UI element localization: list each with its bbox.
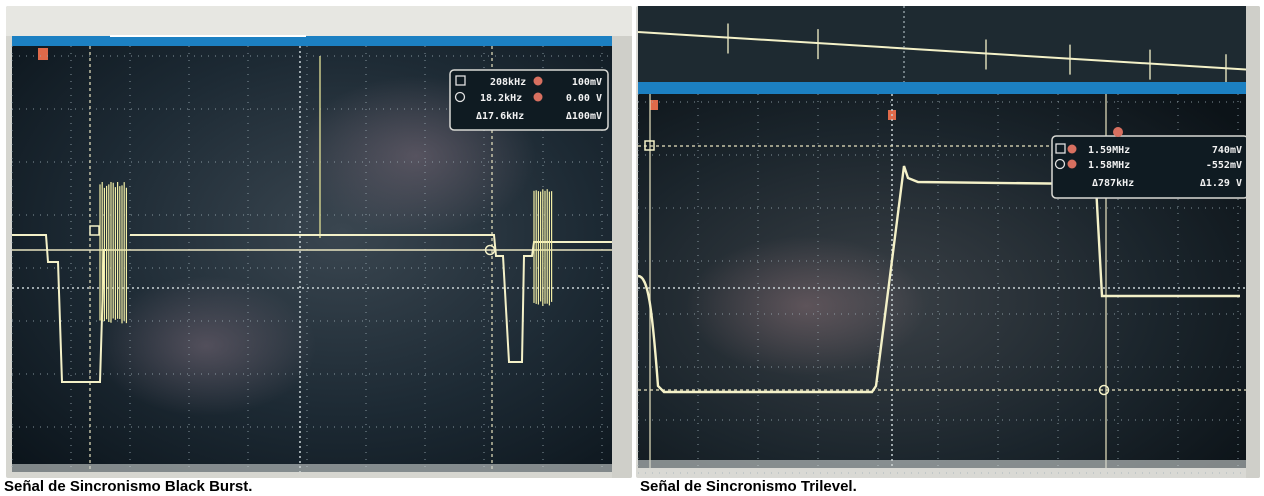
readout-volt-a: 100mV	[572, 77, 602, 88]
color-burst-a	[100, 182, 126, 323]
channel-marker-icon	[38, 48, 48, 60]
ch1-icon	[1068, 160, 1077, 169]
photo-black-burst: 208kHz 100mV 18.2kHz 0.00 V Δ17.6kHz Δ10…	[6, 6, 632, 478]
readout-freq-delta: Δ787kHz	[1092, 178, 1134, 189]
readout-freq-b: 1.58MHz	[1088, 160, 1130, 171]
zoom-overview	[638, 6, 1254, 82]
channel-marker-icon	[650, 100, 658, 110]
readout-freq-delta: Δ17.6kHz	[476, 111, 524, 122]
measurement-readout: 208kHz 100mV 18.2kHz 0.00 V Δ17.6kHz Δ10…	[450, 70, 608, 130]
readout-volt-delta: Δ1.29 V	[1200, 178, 1242, 189]
caption-black-burst: Señal de Sincronismo Black Burst.	[4, 478, 252, 496]
ch1-icon	[534, 77, 543, 86]
oscilloscope-screen-black-burst: 208kHz 100mV 18.2kHz 0.00 V Δ17.6kHz Δ10…	[6, 6, 632, 478]
readout-freq-a: 1.59MHz	[1088, 145, 1130, 156]
status-bar	[638, 82, 1254, 94]
ch1-icon	[1113, 127, 1123, 137]
ch1-icon	[534, 93, 543, 102]
readout-volt-a: 740mV	[1212, 145, 1242, 156]
measurement-readout: 1.59MHz 740mV 1.58MHz -552mV Δ787kHz Δ1.…	[1052, 127, 1248, 198]
oscilloscope-screen-trilevel: 1.59MHz 740mV 1.58MHz -552mV Δ787kHz Δ1.…	[636, 6, 1260, 478]
readout-freq-a: 208kHz	[490, 77, 526, 88]
color-burst-b	[534, 189, 552, 306]
photo-trilevel: 1.59MHz 740mV 1.58MHz -552mV Δ787kHz Δ1.…	[636, 6, 1260, 478]
status-bar	[12, 36, 612, 46]
readout-volt-b: 0.00 V	[566, 93, 602, 104]
caption-trilevel: Señal de Sincronismo Trilevel.	[640, 478, 857, 496]
readout-volt-delta: Δ100mV	[566, 111, 602, 122]
readout-freq-b: 18.2kHz	[480, 93, 522, 104]
readout-volt-b: -552mV	[1206, 160, 1242, 171]
ch1-icon	[1068, 145, 1077, 154]
